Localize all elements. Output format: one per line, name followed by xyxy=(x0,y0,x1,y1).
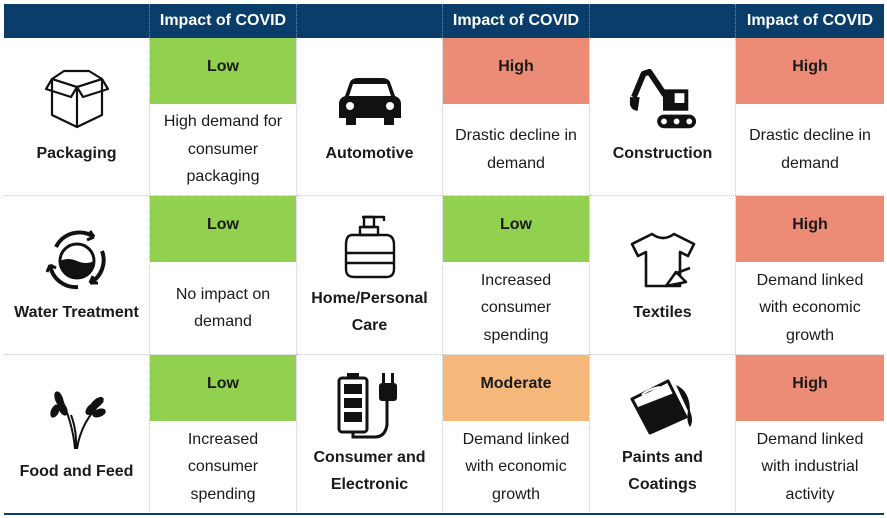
sector-name: Paints and Coatings xyxy=(622,449,703,493)
header-impact-3: Impact of COVID xyxy=(736,4,884,38)
sector-automotive: Automotive xyxy=(297,38,443,196)
sector-food-and-feed: Food and Feed xyxy=(4,355,150,514)
impact-food-and-feed: Low Increased consumer spending xyxy=(150,355,297,514)
impact-automotive: High Drastic decline in demand xyxy=(443,38,590,196)
battery-plug-icon xyxy=(335,370,405,440)
impact-description: Demand linked with economic growth xyxy=(462,430,570,503)
impact-description: Drastic decline in demand xyxy=(455,127,577,172)
sector-construction: Construction xyxy=(590,38,736,196)
sector-water-treatment: Water Treatment xyxy=(4,196,150,355)
sector-name: Water Treatment xyxy=(14,303,139,321)
excavator-icon xyxy=(628,66,698,136)
tshirt-icon xyxy=(628,225,698,295)
sector-home-personal-care: Home/Personal Care xyxy=(297,196,443,355)
sector-name: Home/Personal Care xyxy=(311,290,428,334)
impact-badge-moderate: Moderate xyxy=(443,355,589,421)
impact-badge-low: Low xyxy=(443,196,589,262)
impact-description: Increased consumer spending xyxy=(187,430,259,503)
impact-description: Demand linked with industrial activity xyxy=(756,430,864,503)
impact-description: No impact on demand xyxy=(175,285,271,331)
impact-badge-high: High xyxy=(736,38,884,104)
box-icon xyxy=(42,66,112,136)
sector-name: Automotive xyxy=(325,145,414,162)
car-icon xyxy=(335,66,405,136)
impact-water-treatment: Low No impact on demand xyxy=(150,196,297,355)
header-blank-2 xyxy=(297,4,443,38)
impact-badge-high: High xyxy=(736,355,884,421)
impact-badge-low: Low xyxy=(150,196,296,262)
wheat-icon xyxy=(42,384,112,454)
impact-description: Drastic decline in demand xyxy=(749,127,871,172)
sector-name: Packaging xyxy=(36,145,117,162)
impact-paints-and-coatings: High Demand linked with industrial activ… xyxy=(736,355,884,514)
sector-name: Textiles xyxy=(633,303,692,321)
sector-name: Consumer and Electronic xyxy=(313,449,426,493)
paint-bucket-icon xyxy=(628,370,698,440)
impact-badge-high: High xyxy=(443,38,589,104)
sector-name: Food and Feed xyxy=(19,462,134,480)
sector-paints-and-coatings: Paints and Coatings xyxy=(590,355,736,514)
header-impact-2: Impact of COVID xyxy=(443,4,590,38)
impact-badge-low: Low xyxy=(150,38,296,104)
impact-packaging: Low High demand for consumer packaging xyxy=(150,38,297,196)
impact-badge-high: High xyxy=(736,196,884,262)
water-recycle-icon xyxy=(42,225,112,295)
sector-name: Construction xyxy=(612,145,713,162)
table-bottom-border xyxy=(4,513,884,515)
sector-packaging: Packaging xyxy=(4,38,150,196)
covid-impact-table: Impact of COVID Impact of COVID Impact o… xyxy=(4,4,884,514)
impact-description: Increased consumer spending xyxy=(480,271,552,344)
impact-textiles: High Demand linked with economic growth xyxy=(736,196,884,355)
impact-badge-low: Low xyxy=(150,355,296,421)
sector-consumer-and-electronic: Consumer and Electronic xyxy=(297,355,443,514)
header-blank-3 xyxy=(590,4,736,38)
sector-textiles: Textiles xyxy=(590,196,736,355)
impact-consumer-and-electronic: Moderate Demand linked with economic gro… xyxy=(443,355,590,514)
soap-dispenser-icon xyxy=(335,211,405,281)
impact-home-personal-care: Low Increased consumer spending xyxy=(443,196,590,355)
impact-construction: High Drastic decline in demand xyxy=(736,38,884,196)
impact-description: High demand for consumer packaging xyxy=(163,113,283,186)
header-impact-1: Impact of COVID xyxy=(150,4,297,38)
header-blank-1 xyxy=(4,4,150,38)
impact-description: Demand linked with economic growth xyxy=(756,271,864,344)
